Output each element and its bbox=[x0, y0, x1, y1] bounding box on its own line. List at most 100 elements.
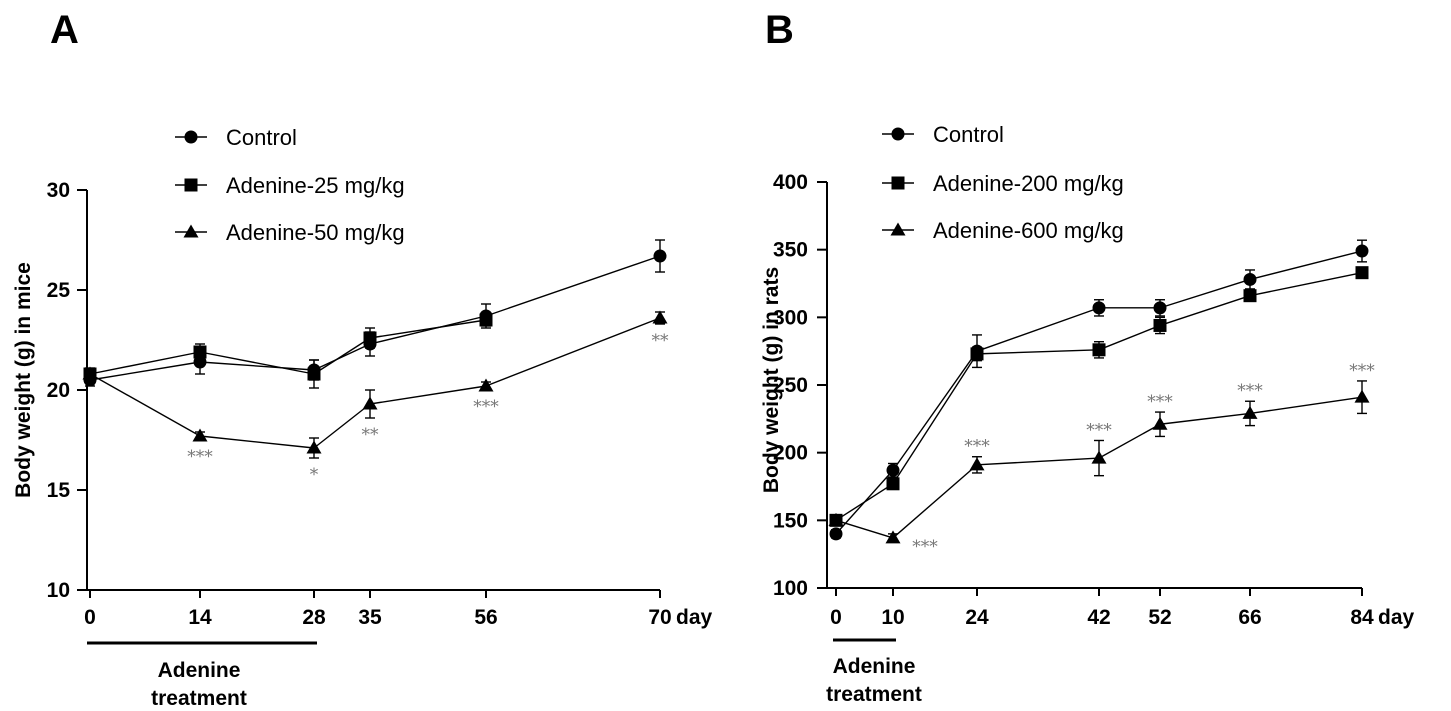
legend-marker-square-a bbox=[184, 178, 198, 192]
series-line-square-b bbox=[1159, 295, 1251, 327]
x-tick-label-a: 14 bbox=[188, 606, 212, 629]
data-point-triangle-b bbox=[828, 512, 844, 526]
panel-b-chart: B Body weight (g) in rats Adenine treatm… bbox=[760, 8, 1415, 706]
y-tick-label-b: 350 bbox=[773, 239, 808, 262]
y-axis-label-a: Body weight (g) in mice bbox=[12, 262, 35, 498]
y-tick-label-b: 400 bbox=[773, 171, 808, 194]
x-tick-label-a: 56 bbox=[474, 606, 497, 629]
significance-label-b: *** bbox=[1086, 420, 1112, 440]
data-point-square-b bbox=[1355, 266, 1369, 280]
significance-label-a: *** bbox=[473, 397, 499, 417]
series-line-triangle-b bbox=[835, 519, 894, 539]
data-point-circle-b bbox=[829, 527, 843, 541]
y-tick-label-a: 25 bbox=[47, 279, 71, 302]
series-line-circle-a bbox=[485, 255, 661, 317]
x-tick-label-a: 0 bbox=[84, 606, 96, 629]
x-tick-label-b: 24 bbox=[965, 606, 989, 629]
x-tick-label-a: 28 bbox=[302, 606, 326, 629]
y-axis-label-b: Body weight (g) in rats bbox=[760, 267, 783, 493]
data-point-triangle-b bbox=[1354, 389, 1370, 403]
series-line-triangle-b bbox=[976, 457, 1100, 466]
data-point-square-a bbox=[479, 313, 493, 327]
legend-marker-triangle-b bbox=[890, 222, 906, 236]
y-tick-label-b: 150 bbox=[773, 509, 808, 532]
significance-label-a: *** bbox=[187, 447, 213, 467]
series-line-square-a bbox=[313, 337, 371, 375]
significance-label-b: *** bbox=[1237, 381, 1263, 401]
data-point-square-b bbox=[1243, 289, 1257, 303]
data-point-square-b bbox=[886, 477, 900, 491]
series-line-circle-b bbox=[976, 307, 1100, 352]
series-line-triangle-b bbox=[1159, 412, 1251, 425]
series-line-circle-b bbox=[892, 350, 978, 471]
series-line-triangle-a bbox=[199, 435, 315, 449]
legend-label-circle-b: Control bbox=[933, 122, 1004, 147]
x-tick-label-a: 70 bbox=[648, 606, 671, 629]
x-tick-label-a: 35 bbox=[358, 606, 382, 629]
data-point-circle-b bbox=[886, 463, 900, 477]
series-line-triangle-a bbox=[485, 317, 661, 387]
panel-letter-a: A bbox=[50, 8, 79, 52]
series-line-square-a bbox=[369, 319, 487, 339]
series-line-circle-a bbox=[89, 361, 201, 381]
series-line-circle-b bbox=[1249, 250, 1363, 281]
legend-label-circle-a: Control bbox=[226, 125, 297, 150]
treatment-label-line2-b: treatment bbox=[826, 683, 922, 706]
series-line-triangle-b bbox=[1249, 396, 1363, 415]
significance-label-b: *** bbox=[964, 437, 990, 457]
significance-label-b: *** bbox=[912, 537, 938, 557]
series-line-triangle-b bbox=[1098, 423, 1161, 459]
y-tick-label-a: 10 bbox=[47, 579, 70, 602]
significance-label-a: ** bbox=[652, 331, 670, 351]
series-line-square-b bbox=[976, 349, 1100, 355]
x-tick-label-b: 52 bbox=[1148, 606, 1171, 629]
significance-label-b: *** bbox=[1147, 392, 1173, 412]
legend-marker-circle-a bbox=[184, 130, 198, 144]
series-line-triangle-a bbox=[89, 373, 201, 437]
legend-label-square-a: Adenine-25 mg/kg bbox=[226, 173, 405, 198]
x-tick-label-b: 0 bbox=[830, 606, 842, 629]
y-tick-label-a: 15 bbox=[47, 479, 71, 502]
panel-a-chart: A Body weight (g) in mice Adenine treatm… bbox=[12, 8, 713, 710]
treatment-label-line2-a: treatment bbox=[151, 687, 247, 710]
series-line-square-b bbox=[892, 353, 978, 485]
series-line-square-b bbox=[1249, 271, 1363, 297]
data-point-triangle-b bbox=[1091, 450, 1107, 464]
y-tick-label-a: 30 bbox=[47, 179, 70, 202]
y-tick-label-b: 100 bbox=[773, 577, 808, 600]
data-point-triangle-b bbox=[1152, 416, 1168, 430]
legend-marker-triangle-a bbox=[183, 224, 199, 238]
treatment-label-line1-b: Adenine bbox=[833, 655, 916, 678]
series-line-circle-b bbox=[1159, 278, 1251, 309]
series-line-circle-a bbox=[199, 361, 315, 371]
data-point-circle-b bbox=[1355, 244, 1369, 258]
data-point-triangle-a bbox=[478, 378, 494, 392]
series-line-circle-a bbox=[313, 343, 371, 371]
data-point-triangle-b bbox=[885, 530, 901, 544]
data-point-circle-b bbox=[1153, 301, 1167, 315]
data-point-triangle-a bbox=[362, 396, 378, 410]
x-tick-label-b: 42 bbox=[1087, 606, 1110, 629]
significance-label-a: * bbox=[310, 465, 319, 485]
significance-label-a: ** bbox=[362, 425, 380, 445]
series-line-circle-a bbox=[369, 315, 487, 345]
y-tick-label-a: 20 bbox=[47, 379, 70, 402]
x-tick-label-b: 66 bbox=[1238, 606, 1261, 629]
data-point-triangle-a bbox=[82, 366, 98, 380]
data-point-triangle-a bbox=[192, 428, 208, 442]
x-unit-label-a: day bbox=[676, 606, 713, 629]
y-tick-label-b: 300 bbox=[773, 306, 808, 329]
series-line-square-a bbox=[89, 351, 201, 375]
y-tick-label-b: 200 bbox=[773, 442, 808, 465]
data-point-square-a bbox=[363, 331, 377, 345]
data-point-square-b bbox=[1092, 343, 1106, 357]
data-point-triangle-b bbox=[969, 457, 985, 471]
series-line-triangle-b bbox=[892, 464, 978, 539]
legend-label-square-b: Adenine-200 mg/kg bbox=[933, 171, 1124, 196]
data-point-circle-b bbox=[1243, 272, 1257, 286]
x-tick-label-b: 10 bbox=[881, 606, 904, 629]
legend-label-triangle-b: Adenine-600 mg/kg bbox=[933, 218, 1124, 243]
legend-marker-square-b bbox=[891, 176, 905, 190]
legend-marker-circle-b bbox=[891, 127, 905, 141]
data-point-circle-b bbox=[1092, 301, 1106, 315]
